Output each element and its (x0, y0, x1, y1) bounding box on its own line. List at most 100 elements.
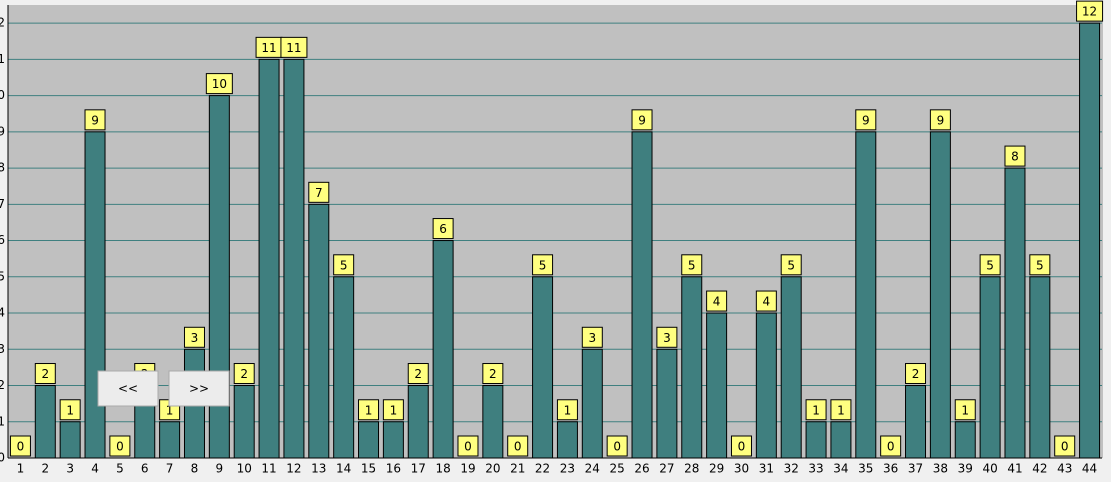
value-label: 9 (638, 113, 646, 127)
bar (482, 385, 504, 459)
prev-button-box[interactable] (97, 370, 159, 407)
value-label: 0 (464, 440, 472, 454)
x-tick-label: 23 (560, 462, 575, 476)
value-label: 4 (713, 295, 721, 309)
value-label: 5 (986, 258, 994, 272)
x-tick-label: 15 (361, 462, 376, 476)
value-label: 0 (514, 440, 522, 454)
value-label: 0 (887, 440, 895, 454)
x-tick-label: 36 (883, 462, 898, 476)
y-tick-label: 10 (0, 88, 5, 102)
y-tick-label: 8 (0, 161, 5, 175)
value-label: 5 (787, 258, 795, 272)
bar (432, 240, 454, 459)
y-tick-label: 5 (0, 269, 5, 283)
value-label: 1 (365, 403, 373, 417)
y-tick-label: 1 (0, 414, 5, 428)
x-tick-label: 10 (237, 462, 252, 476)
value-label: 0 (613, 440, 621, 454)
bar (333, 276, 355, 459)
prev-button-label[interactable]: << (118, 382, 138, 396)
x-tick-label: 3 (66, 462, 74, 476)
next-button-label[interactable]: >> (189, 382, 209, 396)
x-tick-label: 39 (958, 462, 973, 476)
value-label-box (280, 36, 308, 58)
value-label: 11 (261, 41, 276, 55)
value-label: 1 (837, 403, 845, 417)
bar (656, 348, 678, 459)
bar (855, 131, 877, 459)
x-tick-label: 8 (191, 462, 199, 476)
bar (830, 421, 852, 459)
y-tick-label: 0 (0, 451, 5, 465)
value-label: 1 (812, 403, 820, 417)
x-tick-label: 21 (510, 462, 525, 476)
value-label-box (656, 326, 678, 348)
value-label-box (507, 435, 529, 457)
x-tick-label: 4 (91, 462, 99, 476)
bar (382, 421, 404, 459)
y-tick-label: 12 (0, 16, 5, 30)
value-label: 8 (1011, 150, 1019, 164)
value-label-box (84, 109, 106, 131)
value-label-box (183, 326, 205, 348)
bar (681, 276, 703, 459)
value-label-box (1076, 0, 1104, 22)
x-tick-label: 13 (311, 462, 326, 476)
bar (805, 421, 827, 459)
x-tick-label: 43 (1057, 462, 1072, 476)
x-tick-label: 16 (386, 462, 401, 476)
bar (631, 131, 653, 459)
x-tick-label: 24 (585, 462, 600, 476)
value-label-box (34, 363, 56, 385)
x-tick-label: 20 (485, 462, 500, 476)
x-tick-label: 38 (933, 462, 948, 476)
x-tick-label: 40 (982, 462, 997, 476)
prev-button[interactable]: << (97, 370, 159, 407)
bar (233, 385, 255, 459)
x-tick-label: 25 (610, 462, 625, 476)
x-tick-label: 14 (336, 462, 351, 476)
y-tick-label: 7 (0, 197, 5, 211)
value-label: 1 (390, 403, 398, 417)
value-label-box (681, 254, 703, 276)
x-tick-label: 5 (116, 462, 124, 476)
value-label-box (9, 435, 31, 457)
value-label-box (432, 218, 454, 240)
value-label-box (457, 435, 479, 457)
bar (1029, 276, 1051, 459)
value-label-box (730, 435, 752, 457)
y-tick-label: 4 (0, 306, 5, 320)
x-tick-label: 26 (634, 462, 649, 476)
value-label-box (805, 399, 827, 421)
x-tick-label: 31 (759, 462, 774, 476)
value-label-box (556, 399, 578, 421)
value-label: 6 (439, 222, 447, 236)
bar (308, 203, 330, 459)
bar (929, 131, 951, 459)
x-tick-label: 11 (261, 462, 276, 476)
x-tick-label: 32 (784, 462, 799, 476)
value-label: 9 (91, 113, 99, 127)
value-label: 5 (1036, 258, 1044, 272)
value-label: 3 (663, 331, 671, 345)
x-tick-label: 37 (908, 462, 923, 476)
next-button-box[interactable] (168, 370, 230, 407)
y-tick-label: 6 (0, 233, 5, 247)
y-tick-label: 2 (0, 378, 5, 392)
value-label: 9 (937, 113, 945, 127)
value-label: 0 (17, 440, 25, 454)
next-button[interactable]: >> (168, 370, 230, 407)
x-tick-label: 7 (166, 462, 174, 476)
value-label: 1 (166, 403, 174, 417)
value-label: 2 (240, 367, 248, 381)
bar (556, 421, 578, 459)
value-label-box (905, 363, 927, 385)
value-label-box (205, 73, 233, 95)
value-label: 0 (738, 440, 746, 454)
x-tick-label: 9 (216, 462, 224, 476)
value-label-box (880, 435, 902, 457)
bar (283, 58, 305, 459)
value-label: 5 (688, 258, 696, 272)
x-tick-label: 19 (460, 462, 475, 476)
